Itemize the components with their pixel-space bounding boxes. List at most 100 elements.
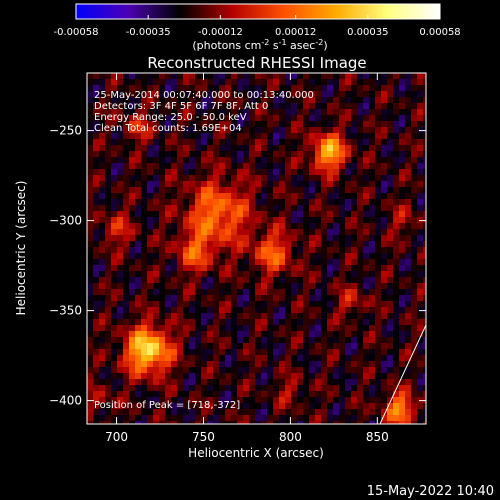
heatmap-cell	[399, 193, 406, 200]
heatmap-cell	[261, 271, 268, 278]
heatmap-cell	[219, 385, 226, 392]
x-tick-label: 750	[192, 430, 215, 444]
heatmap-cell	[369, 355, 376, 362]
heatmap-cell	[297, 169, 304, 176]
heatmap-cell	[357, 331, 364, 338]
heatmap-cell	[177, 115, 184, 122]
heatmap-cell	[129, 181, 136, 188]
heatmap-cell	[399, 391, 406, 398]
heatmap-cell	[315, 325, 322, 332]
heatmap-cell	[225, 259, 232, 266]
heatmap-cell	[375, 109, 382, 116]
heatmap-cell	[399, 199, 406, 206]
heatmap-cell	[357, 343, 364, 350]
heatmap-cell	[369, 181, 376, 188]
heatmap-cell	[201, 151, 208, 158]
heatmap-cell	[315, 403, 322, 410]
heatmap-cell	[93, 319, 100, 326]
heatmap-cell	[147, 247, 154, 254]
heatmap-cell	[357, 367, 364, 374]
heatmap-cell	[171, 121, 178, 128]
heatmap-cell	[375, 205, 382, 212]
heatmap-cell	[405, 145, 412, 152]
heatmap-cell	[261, 409, 268, 416]
heatmap-cell	[147, 403, 154, 410]
heatmap-cell	[87, 343, 94, 350]
heatmap-cell	[219, 133, 226, 140]
heatmap-cell	[231, 157, 238, 164]
heatmap-cell	[297, 187, 304, 194]
heatmap-cell	[135, 421, 142, 424]
heatmap-cell	[141, 325, 148, 332]
heatmap-cell	[153, 235, 160, 242]
heatmap-cell	[393, 145, 400, 152]
heatmap-cell	[99, 421, 106, 424]
heatmap-cell	[141, 193, 148, 200]
heatmap-cell	[405, 85, 412, 92]
heatmap-cell	[159, 277, 166, 284]
heatmap-cell	[417, 367, 424, 374]
heatmap-cell	[93, 211, 100, 218]
heatmap-cell	[219, 391, 226, 398]
timestamp: 15-May-2022 10:40	[367, 484, 494, 499]
heatmap-cell	[117, 73, 124, 80]
heatmap-cell	[399, 307, 406, 314]
heatmap-cell	[195, 385, 202, 392]
heatmap-cell	[93, 193, 100, 200]
heatmap-cell	[249, 133, 256, 140]
heatmap-cell	[189, 361, 196, 368]
heatmap-cell	[117, 79, 124, 86]
heatmap-cell	[327, 361, 334, 368]
heatmap-cell	[117, 367, 124, 374]
heatmap-cell	[345, 211, 352, 218]
heatmap-cell	[267, 253, 274, 260]
heatmap-cell	[321, 235, 328, 242]
heatmap-cell	[291, 319, 298, 326]
heatmap-cell	[339, 319, 346, 326]
heatmap-cell	[141, 337, 148, 344]
heatmap-cell	[189, 325, 196, 332]
heatmap-cell	[381, 115, 388, 122]
heatmap-cell	[183, 127, 190, 134]
heatmap-cell	[207, 247, 214, 254]
heatmap-cell	[297, 229, 304, 236]
heatmap-cell	[99, 73, 106, 80]
heatmap-cell	[153, 361, 160, 368]
heatmap-cell	[297, 121, 304, 128]
heatmap-cell	[357, 253, 364, 260]
heatmap-cell	[261, 325, 268, 332]
heatmap-cell	[123, 199, 130, 206]
heatmap-cell	[375, 343, 382, 350]
heatmap-cell	[213, 121, 220, 128]
heatmap-cell	[159, 289, 166, 296]
heatmap-cell	[93, 277, 100, 284]
heatmap-cell	[129, 187, 136, 194]
heatmap-cell	[231, 361, 238, 368]
heatmap-cell	[237, 277, 244, 284]
heatmap-cell	[321, 73, 328, 80]
heatmap-cell	[117, 403, 124, 410]
heatmap-cell	[225, 199, 232, 206]
heatmap-cell	[231, 199, 238, 206]
heatmap-cell	[423, 211, 426, 218]
heatmap-cell	[339, 373, 346, 380]
heatmap-cell	[351, 259, 358, 266]
heatmap-cell	[393, 163, 400, 170]
heatmap-cell	[165, 409, 172, 416]
heatmap-cell	[249, 349, 256, 356]
heatmap-cell	[123, 277, 130, 284]
heatmap-cell	[231, 229, 238, 236]
heatmap-cell	[333, 139, 340, 146]
heatmap-cell	[309, 415, 316, 422]
heatmap-cell	[273, 325, 280, 332]
heatmap-cell	[267, 259, 274, 266]
heatmap-cell	[327, 235, 334, 242]
heatmap-cell	[171, 301, 178, 308]
heatmap-cell	[201, 115, 208, 122]
heatmap-cell	[303, 301, 310, 308]
heatmap-cell	[141, 109, 148, 116]
heatmap-cell	[195, 91, 202, 98]
heatmap-cell	[243, 283, 250, 290]
heatmap-cell	[387, 343, 394, 350]
heatmap-cell	[159, 241, 166, 248]
